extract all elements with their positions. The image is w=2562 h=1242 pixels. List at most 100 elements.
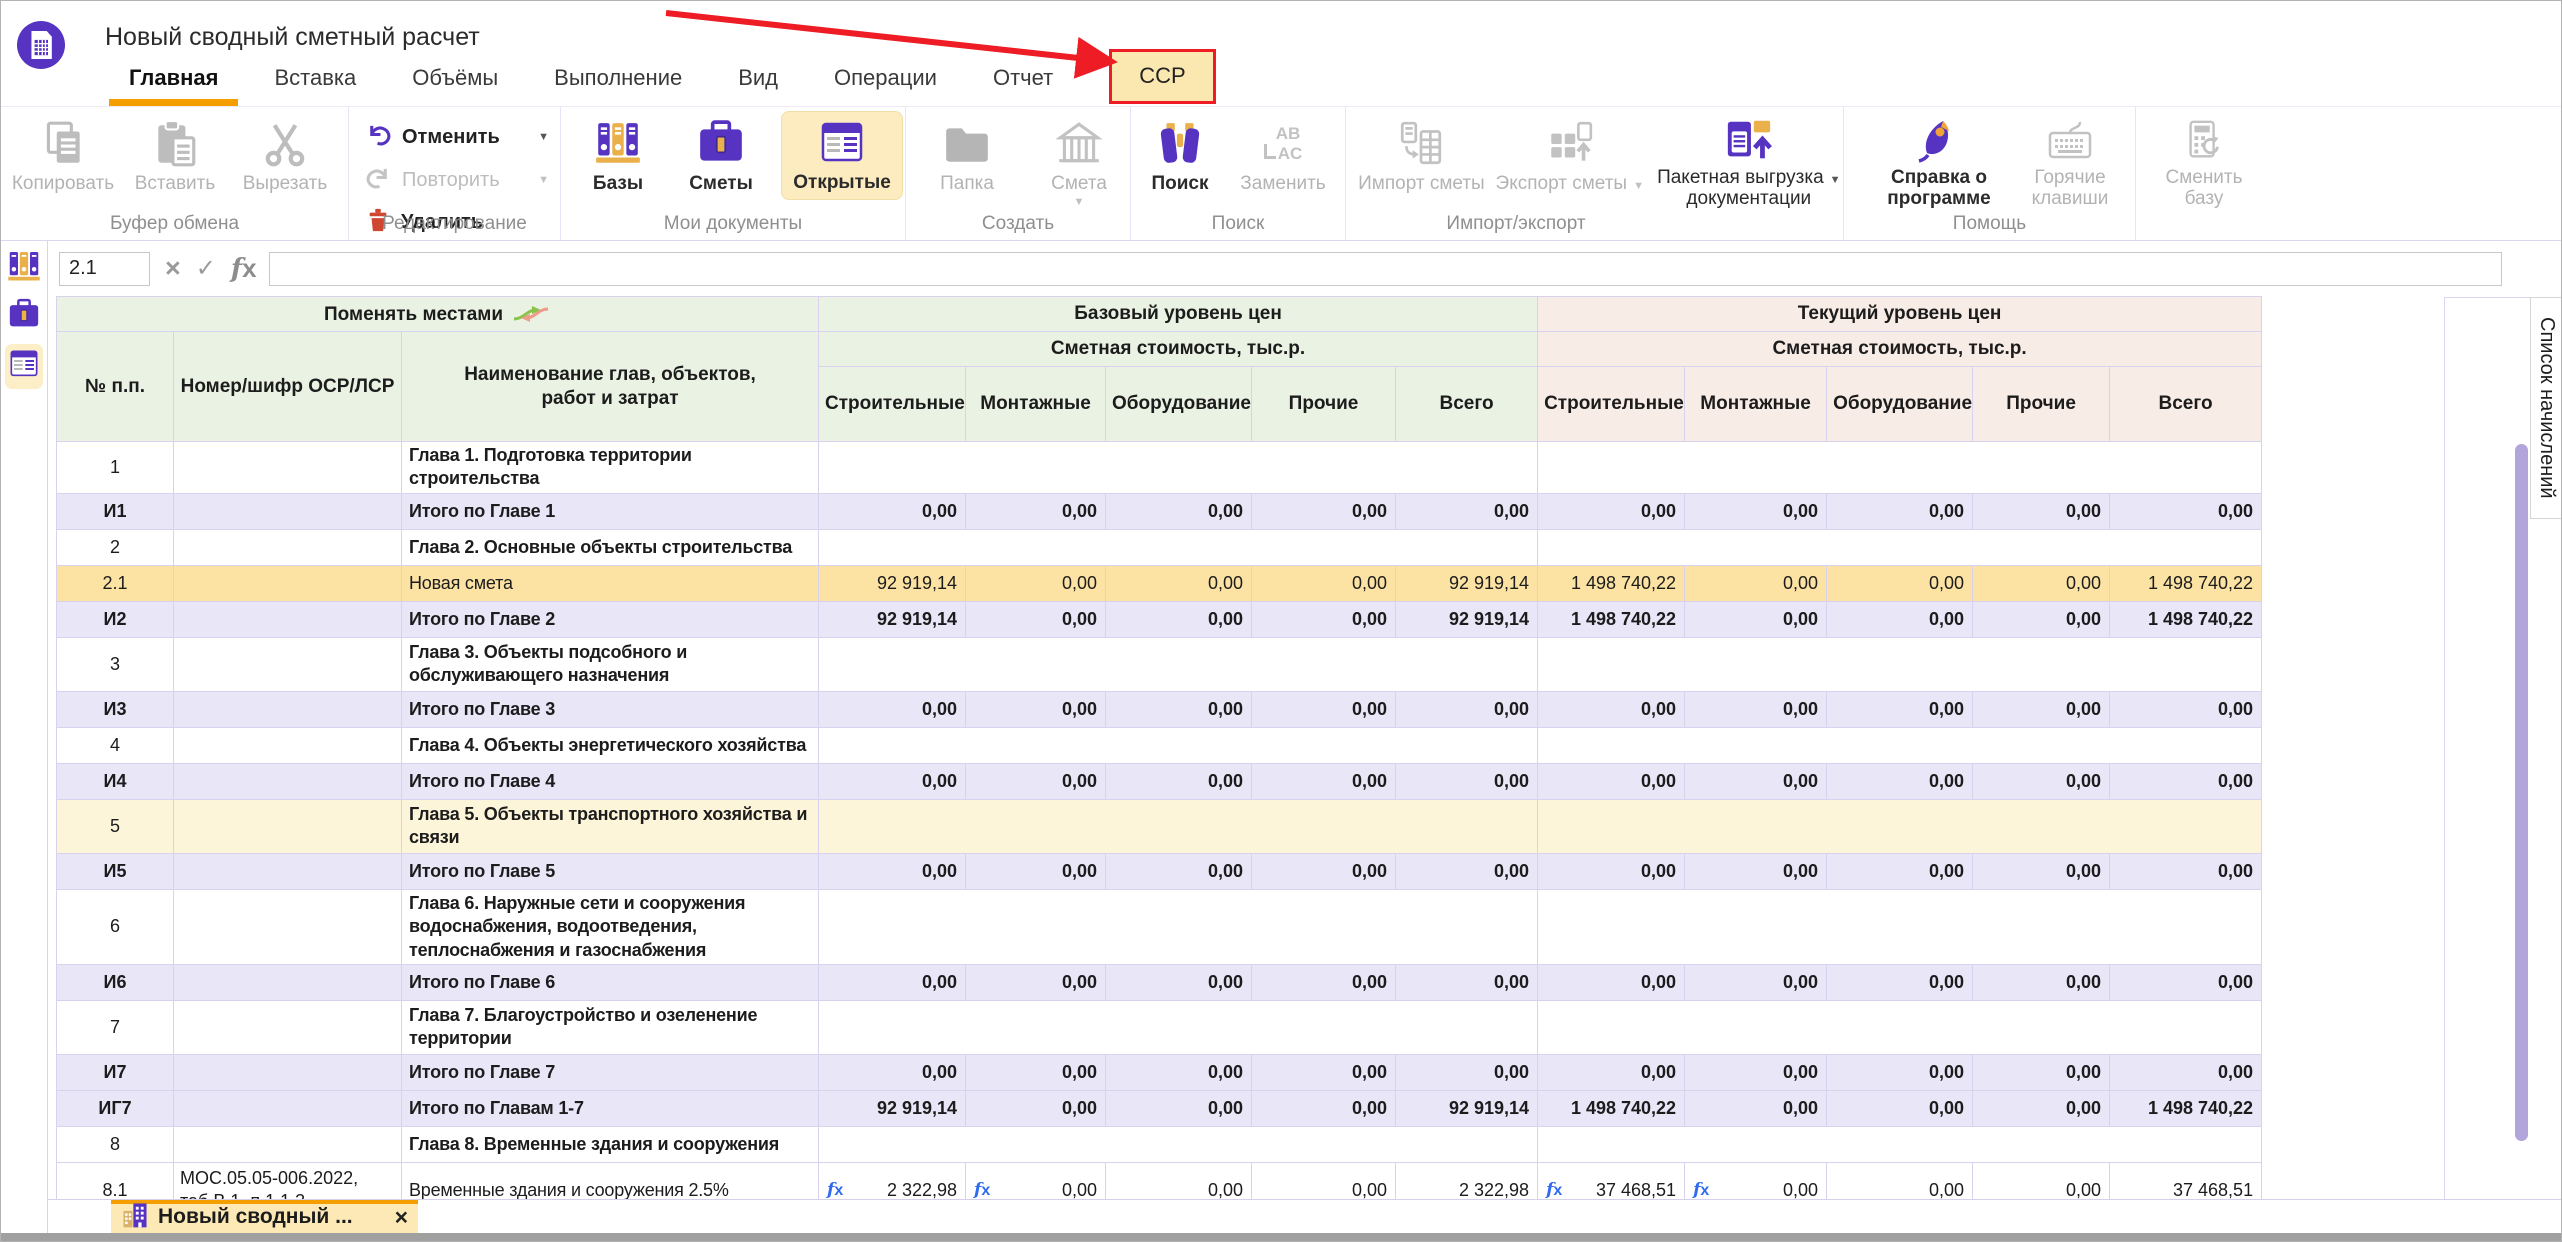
value-cell[interactable]: 0,00: [1106, 1054, 1252, 1090]
value-cell[interactable]: 0,00: [1827, 763, 1973, 799]
base-values-cell[interactable]: [819, 1126, 1538, 1162]
cut-button[interactable]: Вырезать: [235, 115, 335, 194]
table-row[interactable]: 2.1Новая смета92 919,140,000,000,0092 91…: [57, 565, 2262, 601]
value-cell[interactable]: 1 498 740,22: [1538, 565, 1685, 601]
value-cell[interactable]: 0,00: [1685, 853, 1827, 889]
value-cell[interactable]: 0,00: [819, 763, 966, 799]
value-cell[interactable]: 0,00: [1685, 763, 1827, 799]
row-code-cell[interactable]: [174, 964, 402, 1000]
row-name-cell[interactable]: Итого по Главам 1-7: [402, 1090, 819, 1126]
rail-bases-button[interactable]: [6, 248, 42, 291]
base-values-cell[interactable]: [819, 1000, 1538, 1054]
value-cell[interactable]: 0,00: [819, 493, 966, 529]
base-values-cell[interactable]: [819, 799, 1538, 853]
value-cell[interactable]: 92 919,14: [1396, 1090, 1538, 1126]
column-header-cur-total[interactable]: Всего: [2110, 367, 2262, 442]
value-cell[interactable]: 0,00: [1538, 763, 1685, 799]
rail-estimates-button[interactable]: [7, 298, 41, 337]
value-cell[interactable]: 92 919,14: [1396, 601, 1538, 637]
column-header-cur-other[interactable]: Прочие: [1973, 367, 2110, 442]
value-cell[interactable]: 0,00: [1973, 565, 2110, 601]
value-cell[interactable]: 0,00: [966, 691, 1106, 727]
tab-vypolnenie[interactable]: Выполнение: [554, 65, 682, 106]
value-cell[interactable]: 0,00: [1106, 763, 1252, 799]
value-cell[interactable]: 0,00: [1538, 691, 1685, 727]
value-cell[interactable]: 0,00: [1396, 493, 1538, 529]
value-cell[interactable]: 0,00: [966, 964, 1106, 1000]
value-cell[interactable]: 0,00: [1106, 691, 1252, 727]
row-name-cell[interactable]: Итого по Главе 3: [402, 691, 819, 727]
current-values-cell[interactable]: [1538, 1126, 2262, 1162]
value-cell[interactable]: 0,00: [1538, 493, 1685, 529]
value-cell[interactable]: 0,00: [1252, 493, 1396, 529]
value-cell[interactable]: 0,00: [1827, 853, 1973, 889]
row-name-cell[interactable]: Глава 5. Объекты транспортного хозяйства…: [402, 799, 819, 853]
value-cell[interactable]: 0,00: [1973, 964, 2110, 1000]
value-cell[interactable]: 1 498 740,22: [2110, 565, 2262, 601]
value-cell[interactable]: 0,00: [1252, 1054, 1396, 1090]
column-header-cur-construction[interactable]: Строительные: [1538, 367, 1685, 442]
base-values-cell[interactable]: [819, 442, 1538, 494]
value-cell[interactable]: fx0,00: [1685, 1162, 1827, 1199]
table-row[interactable]: И2Итого по Главе 292 919,140,000,000,009…: [57, 601, 2262, 637]
value-cell[interactable]: 0,00: [1827, 1162, 1973, 1199]
row-code-cell[interactable]: [174, 601, 402, 637]
table-row[interactable]: И4Итого по Главе 40,000,000,000,000,000,…: [57, 763, 2262, 799]
accruals-panel-tab[interactable]: Список начислений: [2530, 297, 2562, 519]
row-name-cell[interactable]: Итого по Главе 5: [402, 853, 819, 889]
table-row[interactable]: 8Глава 8. Временные здания и сооружения: [57, 1126, 2262, 1162]
confirm-icon[interactable]: ✓: [196, 257, 216, 281]
value-cell[interactable]: 0,00: [1106, 601, 1252, 637]
value-cell[interactable]: 1 498 740,22: [2110, 601, 2262, 637]
value-cell[interactable]: 0,00: [1827, 493, 1973, 529]
value-cell[interactable]: 0,00: [819, 853, 966, 889]
current-values-cell[interactable]: [1538, 529, 2262, 565]
current-values-cell[interactable]: [1538, 1000, 2262, 1054]
row-number-cell[interactable]: 2: [57, 529, 174, 565]
tab-glavnaya[interactable]: Главная: [129, 65, 218, 106]
value-cell[interactable]: 0,00: [1685, 493, 1827, 529]
swap-columns-header[interactable]: Поменять местами: [57, 297, 819, 332]
row-number-cell[interactable]: 4: [57, 727, 174, 763]
current-values-cell[interactable]: [1538, 799, 2262, 853]
value-cell[interactable]: 0,00: [966, 601, 1106, 637]
row-name-cell[interactable]: Глава 1. Подготовка территории строитель…: [402, 442, 819, 494]
value-cell[interactable]: 0,00: [1252, 964, 1396, 1000]
current-values-cell[interactable]: [1538, 637, 2262, 691]
value-cell[interactable]: 0,00: [1538, 1054, 1685, 1090]
value-cell[interactable]: 0,00: [1252, 691, 1396, 727]
row-number-cell[interactable]: 6: [57, 889, 174, 964]
estimates-button[interactable]: Сметы: [673, 115, 769, 194]
value-cell[interactable]: 0,00: [1685, 691, 1827, 727]
value-cell[interactable]: 0,00: [1973, 853, 2110, 889]
document-tab[interactable]: Новый сводный ... ×: [111, 1200, 418, 1234]
value-cell[interactable]: 92 919,14: [819, 565, 966, 601]
row-name-cell[interactable]: Новая смета: [402, 565, 819, 601]
row-number-cell[interactable]: И2: [57, 601, 174, 637]
value-cell[interactable]: 0,00: [1252, 601, 1396, 637]
value-cell[interactable]: fx37 468,51: [1538, 1162, 1685, 1199]
value-cell[interactable]: 2 322,98: [1396, 1162, 1538, 1199]
replace-button[interactable]: AB AC Заменить: [1233, 115, 1333, 194]
current-values-cell[interactable]: [1538, 442, 2262, 494]
row-code-cell[interactable]: [174, 889, 402, 964]
row-number-cell[interactable]: 8.1: [57, 1162, 174, 1199]
value-cell[interactable]: 0,00: [1973, 1162, 2110, 1199]
row-name-cell[interactable]: Глава 8. Временные здания и сооружения: [402, 1126, 819, 1162]
value-cell[interactable]: 0,00: [966, 1090, 1106, 1126]
row-number-cell[interactable]: И6: [57, 964, 174, 1000]
value-cell[interactable]: 0,00: [1827, 964, 1973, 1000]
value-cell[interactable]: 0,00: [1252, 763, 1396, 799]
value-cell[interactable]: 0,00: [1685, 1090, 1827, 1126]
value-cell[interactable]: 0,00: [2110, 691, 2262, 727]
value-cell[interactable]: 0,00: [1106, 565, 1252, 601]
tab-ssr[interactable]: ССР: [1109, 49, 1215, 104]
row-name-cell[interactable]: Итого по Главе 7: [402, 1054, 819, 1090]
row-number-cell[interactable]: 1: [57, 442, 174, 494]
table-row[interactable]: И6Итого по Главе 60,000,000,000,000,000,…: [57, 964, 2262, 1000]
value-cell[interactable]: 0,00: [819, 1054, 966, 1090]
table-row[interactable]: 6Глава 6. Наружные сети и сооружения вод…: [57, 889, 2262, 964]
row-code-cell[interactable]: [174, 565, 402, 601]
table-row[interactable]: 3Глава 3. Объекты подсобного и обслужива…: [57, 637, 2262, 691]
current-values-cell[interactable]: [1538, 727, 2262, 763]
